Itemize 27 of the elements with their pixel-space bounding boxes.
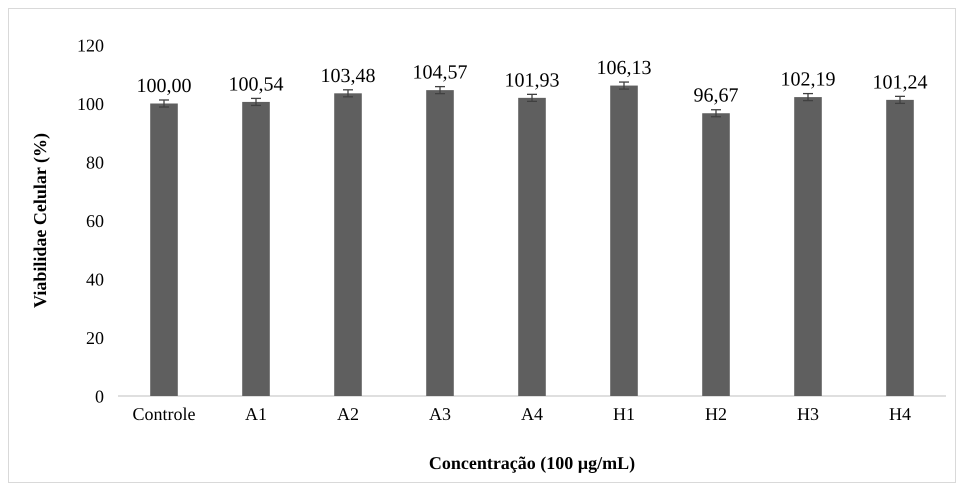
data-label: 104,57	[412, 62, 468, 84]
y-tick-label: 40	[86, 269, 104, 290]
y-tick-label: 80	[86, 152, 104, 172]
y-tick-label: 120	[77, 35, 104, 56]
y-tick-label: 100	[77, 94, 104, 114]
y-tick-label: 0	[95, 386, 104, 406]
data-label: 100,00	[136, 74, 192, 97]
x-tick-label: H2	[705, 404, 727, 424]
x-tick-label: H1	[613, 404, 635, 424]
x-tick-label: A4	[521, 404, 543, 424]
x-tick-label: A3	[429, 404, 451, 424]
y-tick-label: 60	[86, 210, 104, 231]
data-label: 102,19	[780, 68, 836, 91]
data-label: 101,24	[872, 71, 928, 94]
x-tick-label: A1	[245, 404, 267, 424]
data-label: 106,13	[596, 57, 652, 80]
y-axis-title: Viabilidae Celular (%)	[30, 132, 50, 308]
data-label: 96,67	[694, 84, 738, 107]
data-label: 103,48	[320, 64, 376, 87]
x-tick-label: H3	[797, 404, 819, 424]
x-tick-label: A2	[337, 404, 359, 424]
data-label: 101,93	[504, 69, 560, 92]
x-tick-label: Controle	[132, 404, 196, 424]
x-tick-label: H4	[889, 404, 911, 424]
data-label: 100,54	[228, 73, 284, 96]
x-axis-title: Concentração (100 µg/mL)	[428, 453, 636, 473]
y-tick-label: 20	[86, 328, 104, 348]
